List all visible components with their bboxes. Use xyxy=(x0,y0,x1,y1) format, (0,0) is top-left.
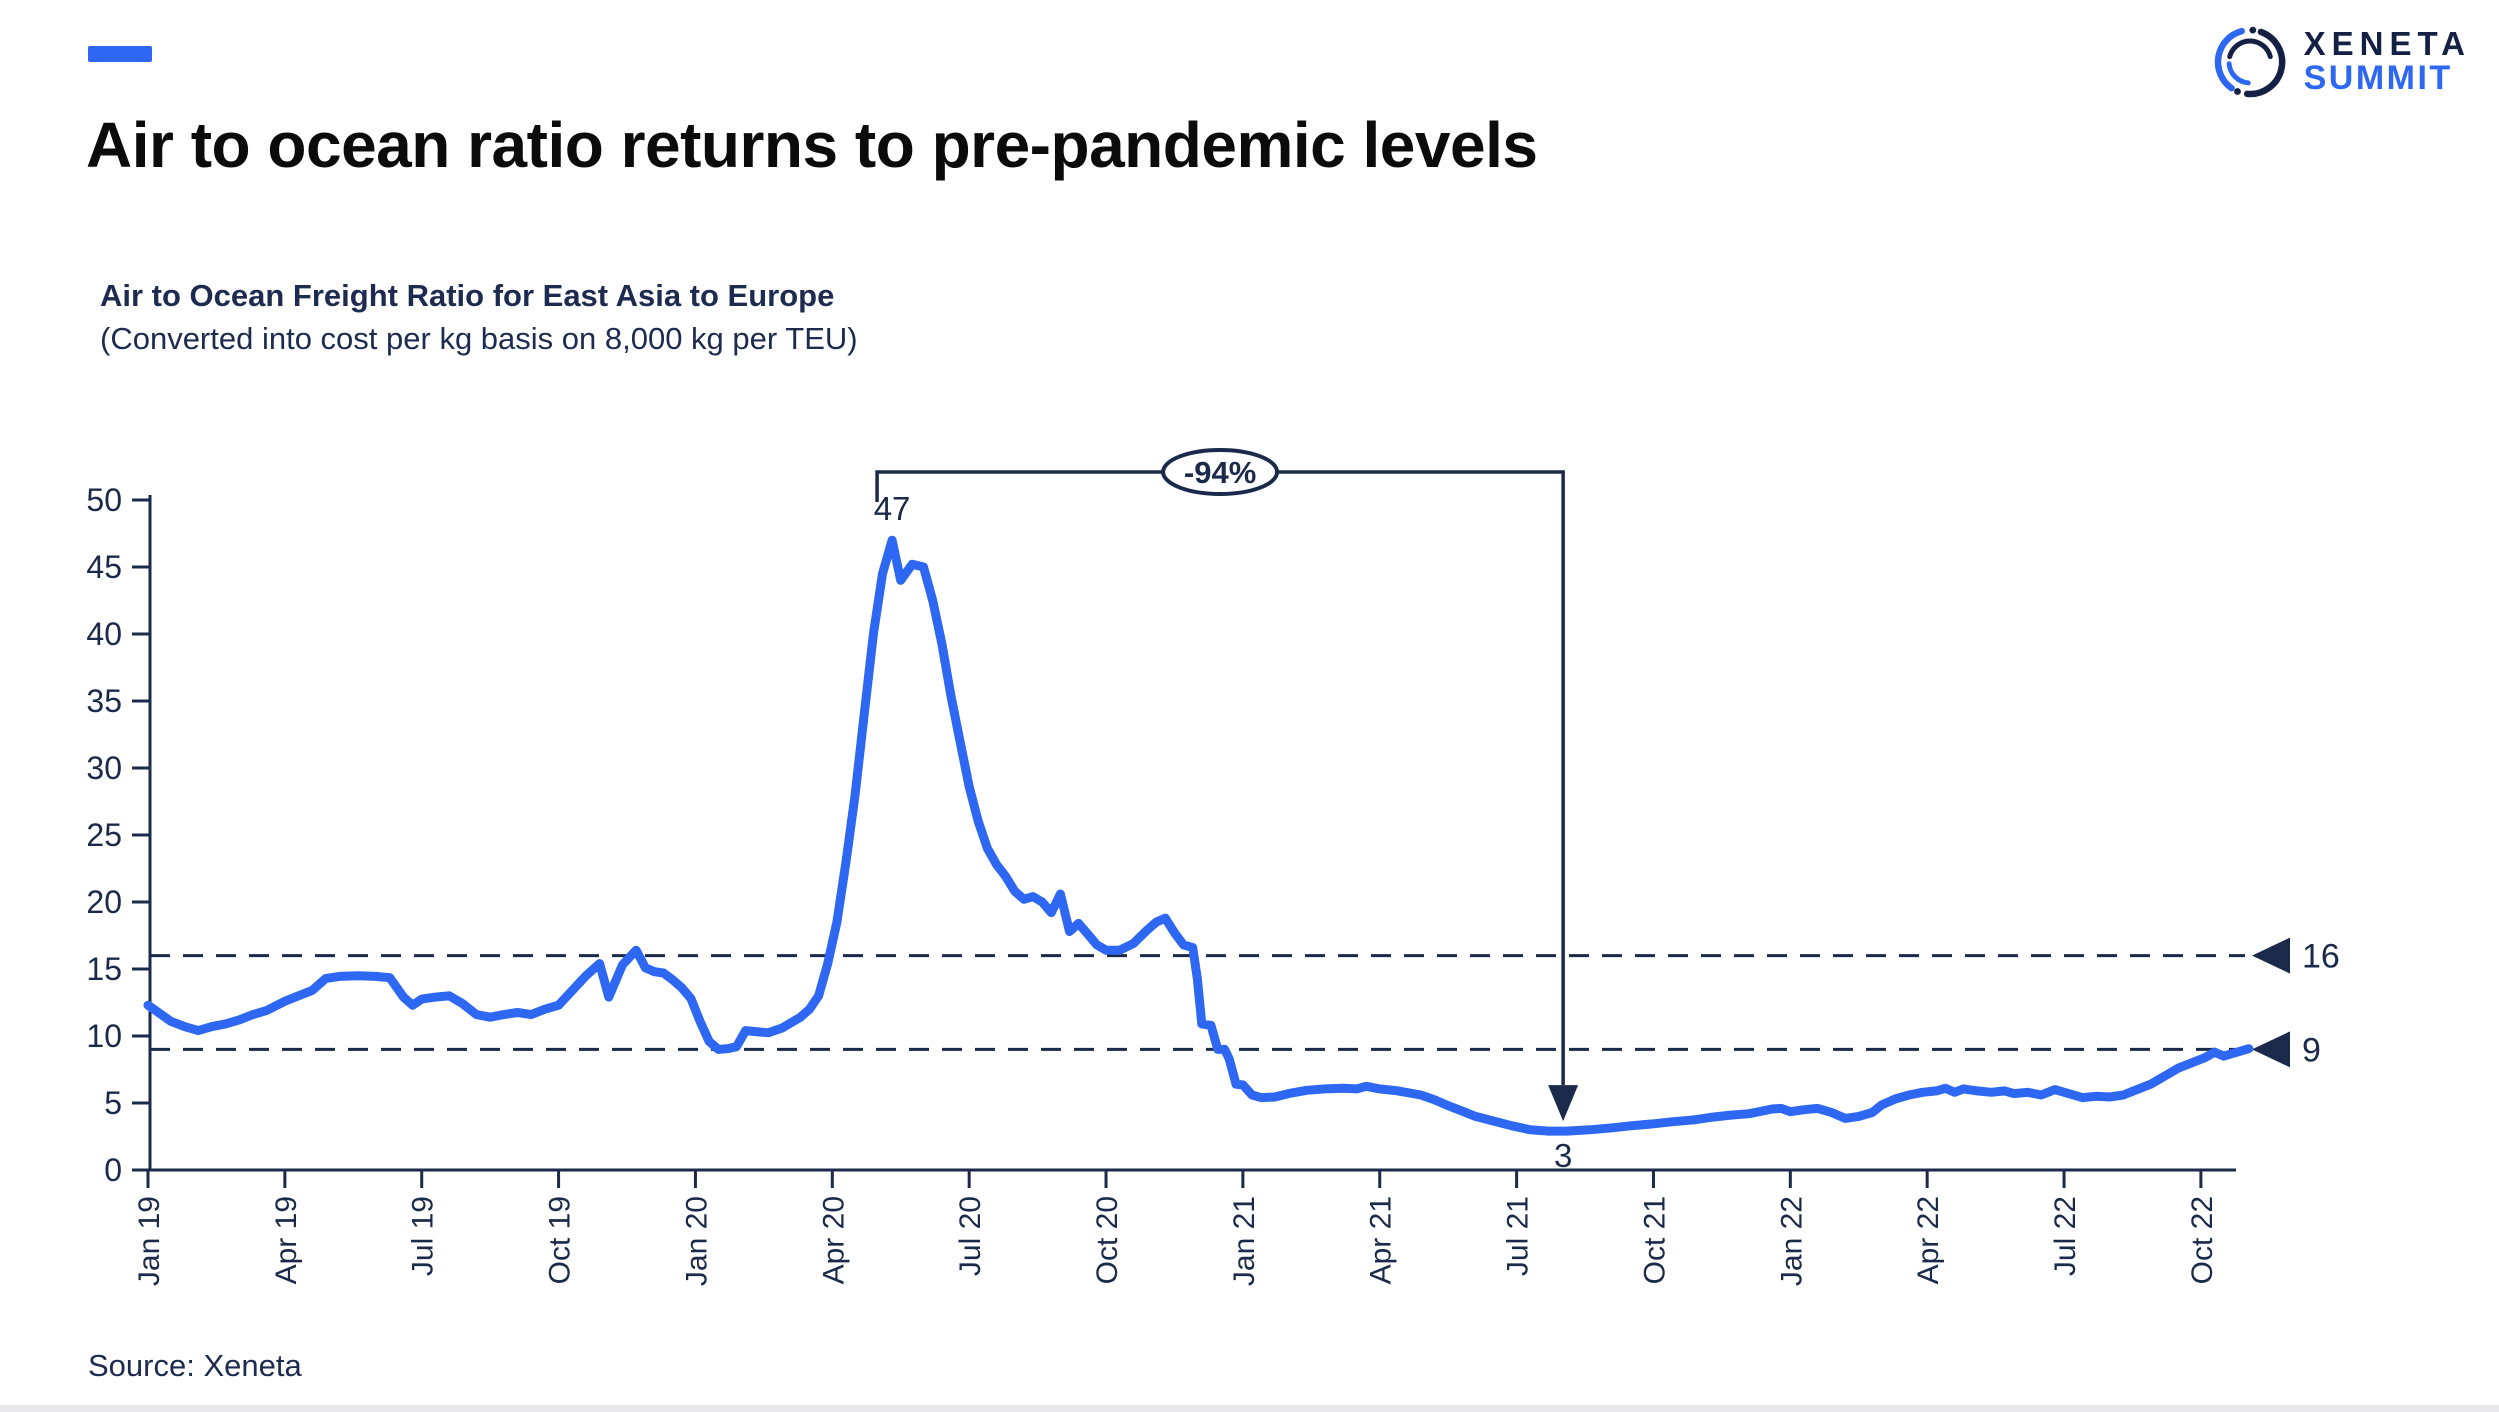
logo-brand: XENETA xyxy=(2303,24,2471,62)
x-tick-label: Jan 22 xyxy=(1775,1196,1808,1286)
xeneta-summit-logo: XENETA SUMMIT xyxy=(2210,22,2471,102)
y-tick-label: 40 xyxy=(86,616,122,652)
x-tick-label: Jul 19 xyxy=(407,1196,440,1276)
arrow-down-icon xyxy=(1548,1085,1579,1122)
chart-title: Air to Ocean Freight Ratio for East Asia… xyxy=(100,278,835,313)
xeneta-logo-icon xyxy=(2214,26,2285,98)
y-tick-label: 50 xyxy=(86,482,122,518)
y-tick-label: 5 xyxy=(104,1085,122,1121)
y-tick-label: 35 xyxy=(86,683,122,719)
reference-label: 16 xyxy=(2302,938,2340,976)
x-tick-label: Jan 20 xyxy=(680,1196,713,1286)
logo-event: SUMMIT xyxy=(2303,59,2453,98)
x-tick-label: Jul 22 xyxy=(2049,1196,2082,1276)
x-tick-label: Oct 20 xyxy=(1091,1196,1124,1284)
logo-text: XENETA SUMMIT xyxy=(2303,24,2471,98)
x-tick-label: Jan 19 xyxy=(133,1196,166,1286)
y-tick-label: 10 xyxy=(86,1018,122,1054)
x-tick-label: Apr 21 xyxy=(1365,1196,1398,1284)
trough-value-label: 3 xyxy=(1554,1137,1572,1174)
x-tick-label: Jan 21 xyxy=(1228,1196,1261,1286)
y-tick-label: 25 xyxy=(86,817,122,853)
y-tick-label: 45 xyxy=(86,549,122,585)
source-note: Source: Xeneta xyxy=(88,1348,302,1383)
page-title: Air to ocean ratio returns to pre-pandem… xyxy=(86,109,1538,181)
x-tick-label: Apr 20 xyxy=(817,1196,850,1284)
y-tick-label: 30 xyxy=(86,750,122,786)
change-badge-label: -94% xyxy=(1184,455,1256,490)
x-tick-label: Oct 22 xyxy=(2186,1196,2219,1284)
accent-dash xyxy=(88,46,152,62)
x-tick-label: Jul 21 xyxy=(1502,1196,1535,1276)
reference-marker-icon xyxy=(2252,1031,2290,1068)
bottom-strip xyxy=(0,1405,2499,1412)
decline-bracket xyxy=(875,470,1565,1086)
x-tick-label: Jul 20 xyxy=(954,1196,987,1276)
chart-subtitle: (Converted into cost per kg basis on 8,0… xyxy=(100,321,858,356)
reference-label: 9 xyxy=(2302,1031,2321,1069)
peak-value-label: 47 xyxy=(874,490,911,527)
x-tick-label: Oct 19 xyxy=(544,1196,577,1284)
x-tick-label: Oct 21 xyxy=(1638,1196,1671,1284)
y-tick-label: 15 xyxy=(86,951,122,987)
x-tick-label: Apr 22 xyxy=(1912,1196,1945,1284)
reference-marker-icon xyxy=(2252,937,2290,974)
ratio-line xyxy=(143,535,2254,1136)
change-badge xyxy=(1161,448,1280,496)
y-tick-label: 20 xyxy=(86,884,122,920)
chart-heading: Air to Ocean Freight Ratio for East Asia… xyxy=(100,278,858,357)
y-tick-label: 0 xyxy=(104,1152,122,1188)
x-tick-label: Apr 19 xyxy=(270,1196,303,1284)
